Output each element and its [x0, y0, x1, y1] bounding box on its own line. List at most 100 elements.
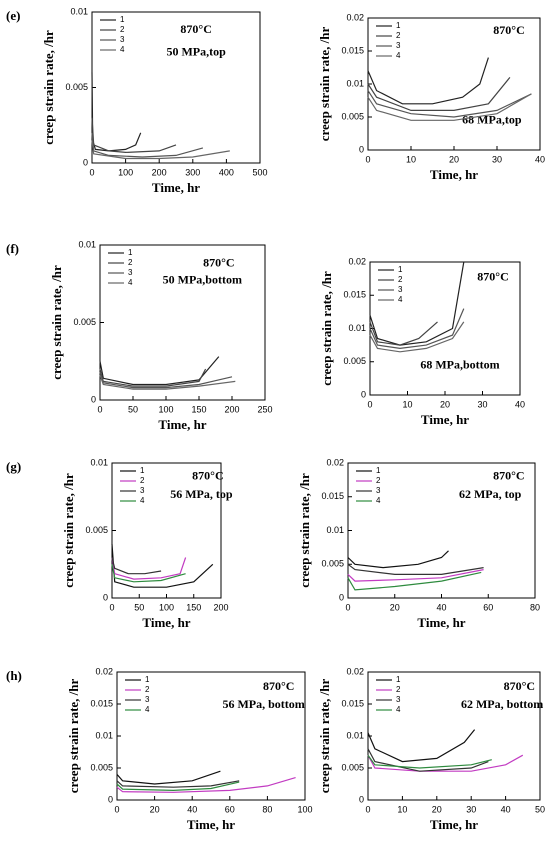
- y-axis-label: creep strain rate, /hr: [297, 473, 312, 588]
- annotation: 870°C: [504, 679, 535, 693]
- legend-label: 4: [376, 496, 381, 505]
- annotation: 870°C: [192, 468, 223, 482]
- y-tick-label: 0.015: [343, 290, 366, 300]
- legend-label: 2: [396, 31, 401, 40]
- series-line: [111, 557, 162, 575]
- plot-frame: [91, 11, 261, 164]
- y-tick-label: 0.015: [341, 45, 364, 55]
- x-tick-label: 150: [186, 602, 201, 612]
- y-tick-label: 0.02: [346, 12, 364, 22]
- legend-label: 3: [396, 41, 401, 50]
- y-tick-label: 0: [103, 592, 108, 602]
- series-line: [116, 781, 240, 792]
- series-line: [111, 557, 187, 580]
- x-tick-label: 40: [187, 804, 197, 814]
- legend-label: 3: [145, 695, 150, 704]
- legend-label: 3: [140, 486, 145, 495]
- legend-label: 4: [145, 705, 150, 714]
- x-tick-label: 0: [365, 804, 370, 814]
- x-tick-label: 0: [345, 602, 350, 612]
- x-tick-label: 20: [390, 602, 400, 612]
- series-line: [116, 777, 296, 793]
- x-tick-label: 10: [402, 399, 412, 409]
- y-tick-label: 0.02: [95, 666, 113, 676]
- x-tick-label: 80: [262, 804, 272, 814]
- x-axis-label: Time, hr: [187, 817, 235, 832]
- y-axis-label: creep strain rate, /hr: [49, 265, 64, 380]
- x-tick-label: 200: [152, 167, 167, 177]
- x-tick-label: 30: [492, 154, 502, 164]
- series-line: [99, 374, 236, 390]
- legend-label: 1: [396, 21, 401, 30]
- legend-label: 2: [128, 258, 133, 267]
- legend-label: 1: [140, 466, 145, 475]
- series-line: [99, 368, 207, 387]
- x-tick-label: 20: [150, 804, 160, 814]
- legend-label: 1: [396, 675, 401, 684]
- annotation: 62 MPa, bottom: [461, 697, 543, 711]
- y-tick-label: 0.02: [346, 666, 364, 676]
- plot-frame: [99, 244, 266, 401]
- x-axis-label: Time, hr: [158, 417, 206, 432]
- x-tick-label: 50: [535, 804, 545, 814]
- series-line: [367, 90, 532, 118]
- legend-label: 3: [376, 486, 381, 495]
- y-tick-label: 0: [359, 144, 364, 154]
- series-line: [91, 132, 204, 158]
- series-line: [367, 754, 492, 769]
- y-tick-label: 0.005: [85, 525, 108, 535]
- series-line: [367, 729, 476, 763]
- x-axis-label: Time, hr: [421, 412, 469, 427]
- x-tick-label: 100: [159, 602, 174, 612]
- x-tick-label: 10: [397, 804, 407, 814]
- x-tick-label: 100: [158, 404, 173, 414]
- x-tick-label: 0: [97, 404, 102, 414]
- x-tick-label: 400: [219, 167, 234, 177]
- x-tick-label: 0: [367, 399, 372, 409]
- series-line: [347, 563, 484, 575]
- legend-label: 4: [120, 45, 125, 54]
- x-tick-label: 40: [515, 399, 525, 409]
- plot-frame: [367, 17, 541, 151]
- panel-label: (g): [6, 459, 21, 474]
- x-tick-label: 150: [191, 404, 206, 414]
- x-tick-label: 200: [213, 602, 228, 612]
- y-tick-label: 0.01: [78, 239, 96, 249]
- series-line: [347, 571, 482, 591]
- series-line: [367, 93, 532, 121]
- y-tick-label: 0.015: [90, 698, 113, 708]
- x-axis-label: Time, hr: [152, 180, 200, 195]
- legend-label: 3: [398, 285, 403, 294]
- x-tick-label: 20: [449, 154, 459, 164]
- x-tick-label: 30: [466, 804, 476, 814]
- y-tick-label: 0.005: [73, 317, 96, 327]
- series-line: [369, 261, 465, 346]
- y-tick-label: 0.005: [341, 762, 364, 772]
- x-axis-label: Time, hr: [142, 615, 190, 630]
- x-axis-label: Time, hr: [417, 615, 465, 630]
- annotation: 870°C: [203, 255, 234, 269]
- series-line: [347, 569, 484, 582]
- y-tick-label: 0.01: [70, 6, 88, 16]
- y-tick-label: 0.01: [326, 525, 344, 535]
- y-tick-label: 0.01: [95, 730, 113, 740]
- y-axis-label: creep strain rate, /hr: [61, 473, 76, 588]
- y-tick-label: 0.01: [348, 323, 366, 333]
- series-line: [367, 57, 489, 105]
- legend-label: 3: [128, 268, 133, 277]
- legend-label: 2: [398, 275, 403, 284]
- legend-label: 1: [128, 248, 133, 257]
- y-tick-label: 0.015: [341, 698, 364, 708]
- annotation: 870°C: [493, 23, 524, 37]
- legend-label: 4: [396, 51, 401, 60]
- x-tick-label: 40: [436, 602, 446, 612]
- y-axis-label: creep strain rate, /hr: [317, 26, 332, 141]
- annotation: 870°C: [263, 679, 294, 693]
- series-line: [91, 140, 230, 160]
- legend-label: 1: [398, 265, 403, 274]
- annotation: 50 MPa,top: [166, 45, 226, 59]
- y-tick-label: 0.005: [90, 762, 113, 772]
- series-line: [99, 371, 233, 389]
- x-tick-label: 500: [252, 167, 267, 177]
